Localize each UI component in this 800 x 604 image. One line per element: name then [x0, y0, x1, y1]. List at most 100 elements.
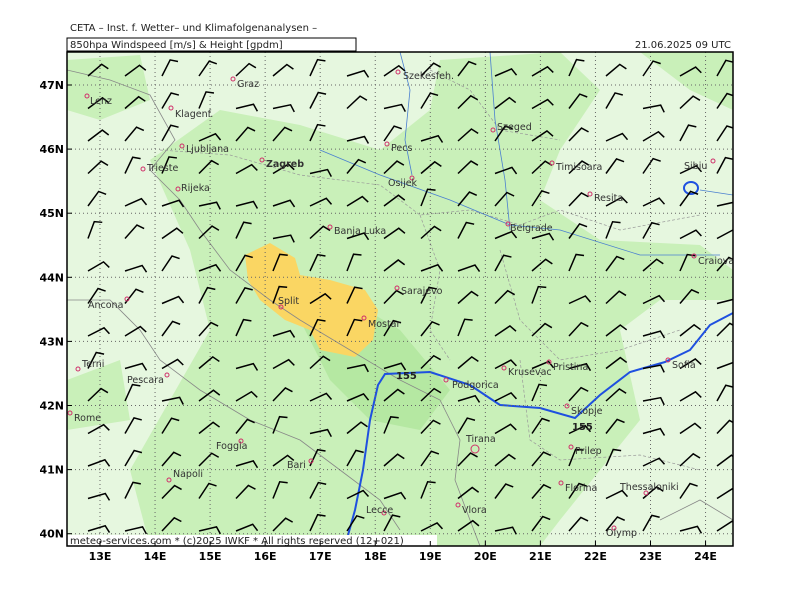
city-marker [665, 357, 671, 363]
wind-barb [568, 321, 589, 337]
wind-barb [531, 285, 547, 304]
river [319, 52, 733, 256]
wind-barb [420, 480, 436, 499]
wind-barb [605, 516, 626, 532]
wind-barb [457, 94, 479, 110]
wind-barb [568, 253, 585, 272]
wind-barb [716, 520, 733, 532]
wind-barb [124, 197, 148, 207]
wind-barb [161, 516, 182, 532]
wind-barb [568, 482, 587, 499]
city-marker [568, 444, 574, 450]
wind-barb [272, 480, 288, 499]
wind-barb [494, 254, 512, 272]
city-marker [691, 253, 697, 259]
wind-barb [420, 62, 442, 77]
wind-barb [346, 69, 370, 78]
wind-barb [494, 423, 517, 435]
wind-barb [420, 134, 444, 143]
city-marker [179, 143, 185, 149]
wind-barb [87, 96, 110, 110]
wind-barb [383, 453, 405, 467]
wind-barb [679, 525, 703, 534]
wind-barb [716, 59, 733, 77]
wind-barb [346, 514, 365, 532]
city-label: Split [278, 296, 299, 307]
contour-label: 155 [396, 371, 417, 382]
city-label: Olymp [606, 528, 637, 539]
wind-barb [568, 516, 589, 532]
city-marker [470, 444, 480, 454]
city-label: Prilep [575, 446, 602, 457]
city-marker [124, 296, 130, 302]
lat-label: 45N [39, 207, 64, 220]
wind-barb [235, 163, 258, 175]
wind-barb [457, 318, 473, 337]
wind-barb [605, 255, 625, 272]
wind-barb [642, 221, 660, 239]
wind-barb [272, 126, 293, 142]
city-label: Foggia [216, 441, 247, 452]
wind-barb [679, 95, 701, 110]
wind-barb [420, 160, 442, 175]
city-marker [75, 366, 81, 372]
wind-barb [124, 64, 147, 77]
valid-time: 21.06.2025 09 UTC [635, 40, 731, 51]
wind-barb [124, 126, 145, 142]
wind-barb [87, 387, 109, 402]
wind-barb [87, 63, 109, 77]
city-label: Craiova [698, 256, 734, 267]
wind-barb [420, 188, 436, 207]
wind-barb [87, 326, 110, 337]
wind-barb [124, 449, 143, 467]
wind-barb [235, 418, 255, 434]
wind-barb [716, 454, 733, 467]
city-marker [564, 403, 570, 409]
title-box [66, 37, 357, 52]
wind-barb [309, 392, 333, 402]
wind-barb [235, 126, 256, 142]
city-marker [308, 458, 314, 464]
wind-barb [383, 362, 407, 371]
wind-barb [161, 59, 179, 77]
wind-barb [235, 200, 259, 209]
wind-barb [716, 384, 733, 402]
wind-barb [716, 156, 733, 174]
footer-bg [67, 535, 437, 546]
wind-barb [272, 358, 295, 370]
wind-barb [679, 482, 698, 499]
lon-label: 23E [639, 550, 662, 563]
wind-barb [679, 422, 702, 435]
wind-barb [605, 418, 625, 434]
wind-barb [383, 160, 405, 175]
city-label: Rome [74, 413, 101, 424]
wind-barb [642, 427, 666, 436]
city-marker [381, 510, 387, 516]
wind-barb [383, 227, 406, 240]
wind-barb [309, 355, 331, 370]
wind-barb [87, 423, 110, 435]
wind-barb [642, 294, 666, 305]
wind-barb [679, 358, 702, 370]
wind-barb [309, 481, 327, 499]
wind-barb [605, 220, 621, 239]
grid [67, 52, 733, 546]
wind-barb [309, 428, 332, 438]
city-label: Szeged [497, 122, 532, 133]
wind-barb [235, 362, 259, 371]
wind-barb [272, 253, 288, 272]
wind-barb [605, 356, 628, 370]
wind-barb [568, 362, 592, 372]
lat-label: 43N [39, 335, 64, 348]
wind-barb [568, 160, 590, 175]
city-marker [230, 76, 236, 82]
lat-label: 41N [39, 464, 64, 477]
lon-label: 19E [419, 550, 442, 563]
city-marker [710, 158, 716, 164]
city-label: Osijek [388, 178, 418, 189]
wind-barb [346, 286, 363, 304]
wind-barb [494, 289, 516, 305]
wind-barb [420, 522, 444, 532]
wind-barb [161, 124, 179, 142]
